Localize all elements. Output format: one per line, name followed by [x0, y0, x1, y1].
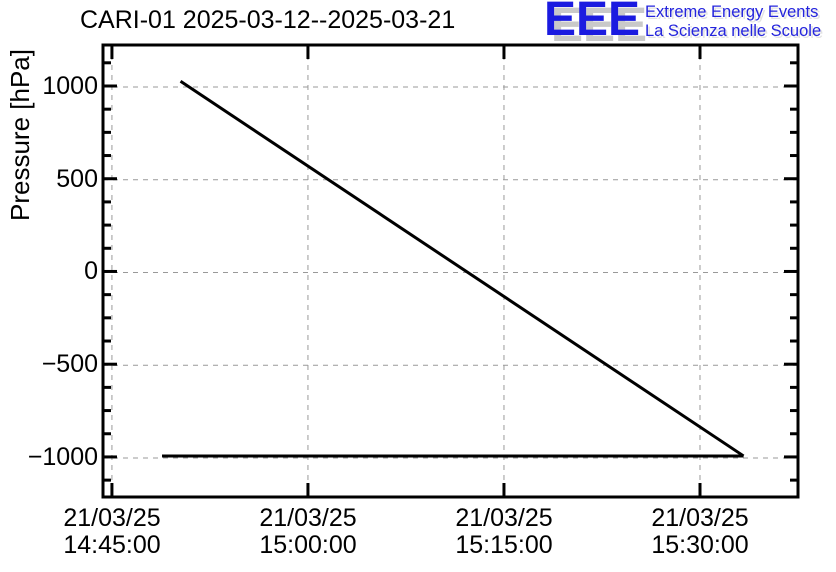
x-tick-time: 15:00:00 — [259, 531, 357, 559]
y-tick-label-neg1000: −1000 — [27, 443, 98, 471]
eee-logo: EEE — [544, 0, 641, 46]
x-tick-label-1515: 21/03/25 15:15:00 — [434, 505, 574, 559]
x-tick-date: 21/03/25 — [651, 504, 749, 532]
eee-logo-text: Extreme Energy Events La Scienza nelle S… — [645, 3, 821, 41]
x-tick-date: 21/03/25 — [455, 504, 553, 532]
y-tick-label-neg500: −500 — [41, 350, 98, 378]
x-tick-label-1530: 21/03/25 15:30:00 — [630, 505, 770, 559]
x-tick-label-1500: 21/03/25 15:00:00 — [238, 505, 378, 559]
x-tick-label-1445: 21/03/25 14:45:00 — [42, 505, 182, 559]
x-tick-date: 21/03/25 — [259, 504, 357, 532]
x-tick-time: 14:45:00 — [63, 531, 161, 559]
x-tick-time: 15:30:00 — [651, 531, 749, 559]
y-tick-label-500: 500 — [56, 165, 98, 193]
x-tick-date: 21/03/25 — [63, 504, 161, 532]
eee-logo-line2: La Scienza nelle Scuole — [645, 22, 822, 40]
eee-logo-line1: Extreme Energy Events — [645, 3, 819, 21]
x-tick-time: 15:15:00 — [455, 531, 553, 559]
y-tick-label-0: 0 — [84, 257, 98, 285]
chart-title: CARI-01 2025-03-12--2025-03-21 — [80, 6, 456, 34]
y-tick-label-1000: 1000 — [42, 72, 98, 100]
